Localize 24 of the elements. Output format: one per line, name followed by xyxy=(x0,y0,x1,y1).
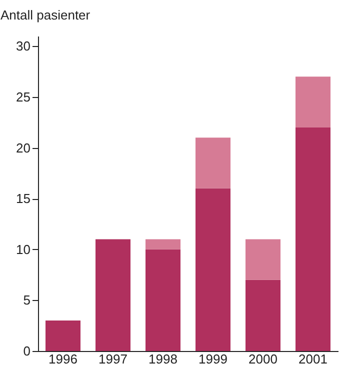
bar xyxy=(146,239,180,250)
bar xyxy=(196,188,230,351)
y-tick-label: 25 xyxy=(16,89,30,104)
x-tick-label: 1996 xyxy=(48,352,78,366)
bar xyxy=(246,239,280,280)
y-tick-label: 20 xyxy=(16,140,30,156)
bar xyxy=(146,249,180,351)
x-tick-label: 1997 xyxy=(98,352,128,366)
x-tick-label: 1999 xyxy=(198,352,228,366)
y-axis-title: Antall pasienter xyxy=(0,8,91,22)
y-tick-label: 10 xyxy=(16,242,30,257)
bar xyxy=(46,320,80,351)
bar xyxy=(246,280,280,351)
y-tick-label: 0 xyxy=(23,344,30,358)
y-tick-label: 15 xyxy=(16,191,30,206)
x-tick-label: 1998 xyxy=(148,352,178,366)
y-tick-label: 30 xyxy=(16,38,30,54)
x-tick-label: 2001 xyxy=(298,352,328,366)
bar xyxy=(96,239,130,351)
bar xyxy=(296,76,330,128)
bar xyxy=(296,127,330,351)
y-tick-label: 5 xyxy=(23,292,30,308)
bar xyxy=(196,138,230,188)
x-tick-label: 2000 xyxy=(248,352,278,366)
